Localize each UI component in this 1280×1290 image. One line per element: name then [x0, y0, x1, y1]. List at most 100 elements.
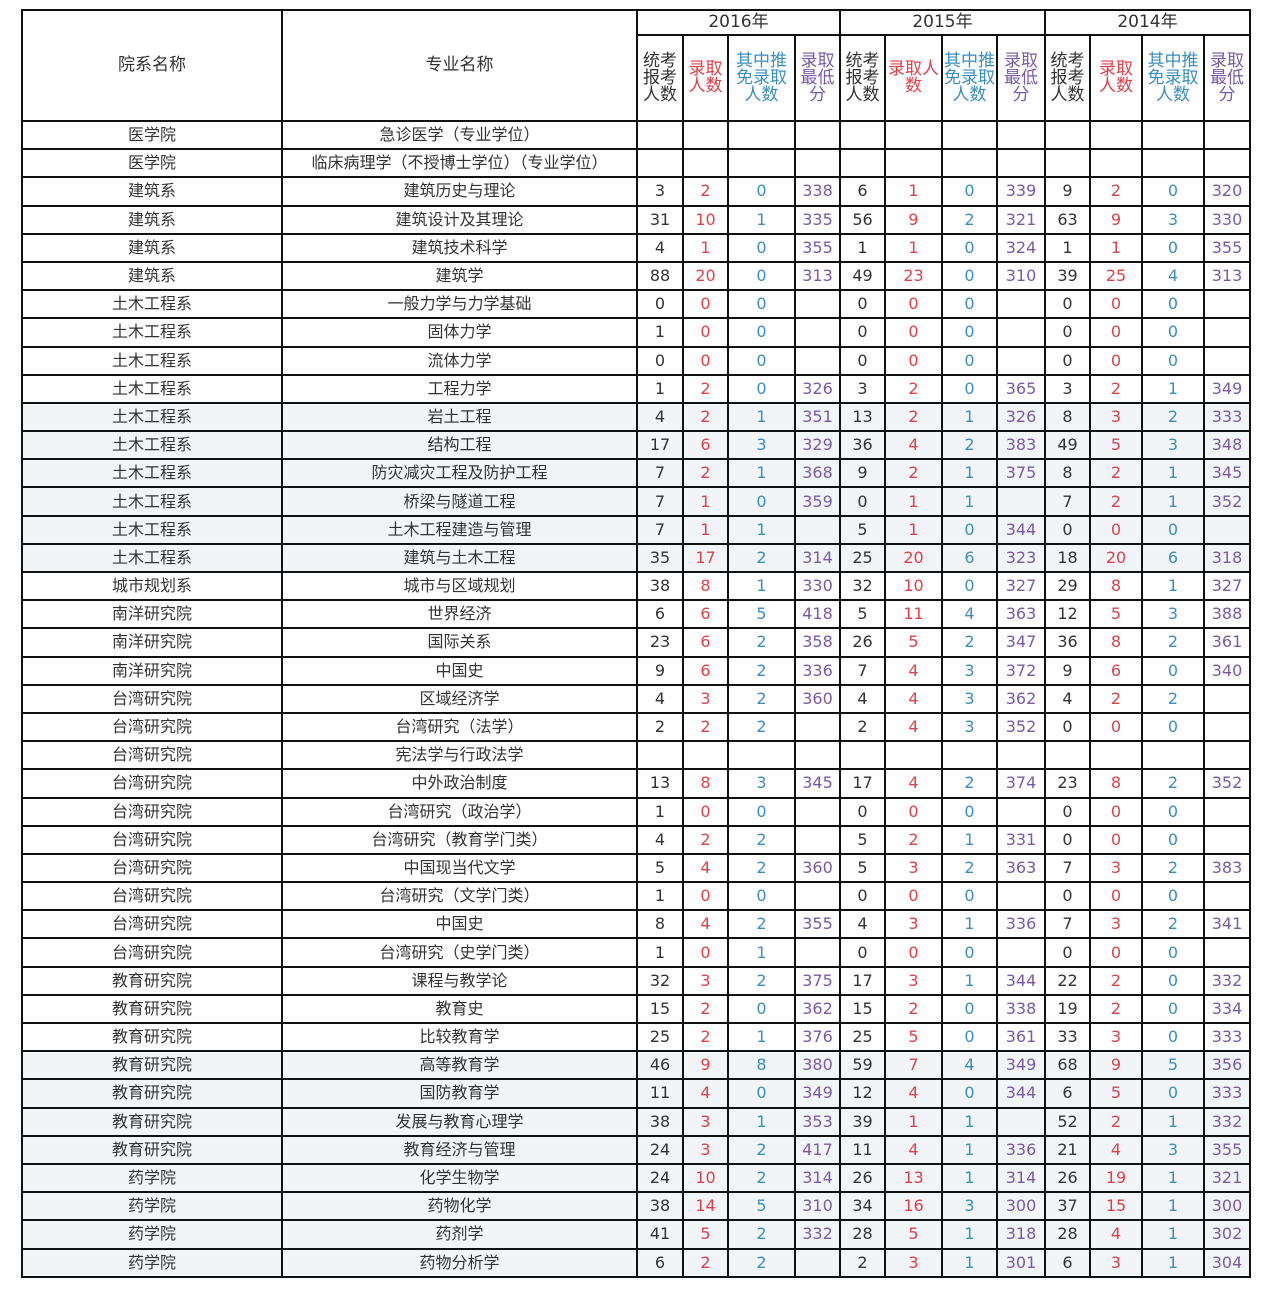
- exempt-admitted-cell: 1: [941, 1219, 998, 1250]
- table-row: 南洋研究院 中国史 9 6 2 336 7 4 3 372 9 6 0 340: [21, 655, 1251, 686]
- exempt-admitted-cell: 1: [1141, 486, 1205, 517]
- exempt-admitted-cell: 3: [1141, 430, 1205, 461]
- table-row: 城市规划系 城市与区域规划 38 8 1 330 32 10 0 327 29 8 1 327: [21, 570, 1251, 602]
- applicants-cell: 3: [636, 176, 684, 207]
- admitted-cell: [884, 119, 943, 151]
- admitted-cell: 13: [884, 1162, 943, 1194]
- admitted-cell: 2: [884, 993, 943, 1025]
- major-cell: 教育经济与管理: [281, 1134, 638, 1165]
- min-score-cell: 326: [996, 401, 1046, 433]
- exempt-admitted-cell: 0: [941, 1078, 998, 1109]
- min-score-cell: 333: [1203, 1078, 1251, 1109]
- min-score-cell: 300: [996, 1191, 1046, 1222]
- min-score-cell: 358: [794, 627, 841, 658]
- applicants-cell: 13: [636, 768, 684, 799]
- major-cell: 药剂学: [281, 1219, 638, 1250]
- min-score-cell: 363: [996, 599, 1046, 630]
- header-exempt-admitted: 其中推免录取人数: [941, 34, 998, 122]
- exempt-admitted-cell: 8: [727, 1050, 796, 1081]
- applicants-cell: 24: [636, 1162, 684, 1194]
- table-row: 药学院 药物分析学 6 2 2 2 3 1 301 6 3 1 304: [21, 1247, 1251, 1278]
- header-exempt-admitted: 其中推免录取人数: [1141, 34, 1205, 122]
- applicants-cell: 15: [839, 993, 886, 1025]
- admitted-cell: 5: [884, 627, 943, 658]
- header-admitted: 录取人数: [1089, 34, 1143, 122]
- table-row: 土木工程系 流体力学 0 0 0 0 0 0 0 0 0: [21, 345, 1251, 376]
- admitted-cell: 4: [884, 430, 943, 461]
- applicants-cell: 6: [636, 599, 684, 630]
- major-cell: 城市与区域规划: [281, 570, 638, 602]
- min-score-cell: 331: [996, 824, 1046, 855]
- admitted-cell: 15: [1089, 1191, 1143, 1222]
- min-score-cell: [996, 148, 1046, 179]
- applicants-cell: 23: [636, 627, 684, 658]
- admitted-cell: 5: [682, 1219, 729, 1250]
- admitted-cell: [682, 119, 729, 151]
- dept-cell: 台湾研究院: [21, 824, 283, 855]
- min-score-cell: 375: [996, 458, 1046, 489]
- exempt-admitted-cell: 0: [1141, 937, 1205, 968]
- major-cell: 药物化学: [281, 1191, 638, 1222]
- exempt-admitted-cell: 1: [1141, 1219, 1205, 1250]
- exempt-admitted-cell: [727, 148, 796, 179]
- min-score-cell: 313: [1203, 260, 1251, 292]
- admitted-cell: 25: [1089, 260, 1143, 292]
- applicants-cell: 26: [1044, 1162, 1091, 1194]
- applicants-cell: 3: [839, 373, 886, 404]
- admitted-cell: 3: [1089, 1247, 1143, 1278]
- admitted-cell: 5: [1089, 1078, 1143, 1109]
- major-cell: 台湾研究（史学门类）: [281, 937, 638, 968]
- table-row: 建筑系 建筑学 88 20 0 313 49 23 0 310 39 25 4 313: [21, 260, 1251, 292]
- table-row: 台湾研究院 中外政治制度 13 8 3 345 17 4 2 374 23 8 2 352: [21, 768, 1251, 799]
- min-score-cell: [794, 824, 841, 855]
- exempt-admitted-cell: 2: [727, 1247, 796, 1278]
- applicants-cell: 0: [1044, 881, 1091, 912]
- exempt-admitted-cell: 0: [727, 881, 796, 912]
- exempt-admitted-cell: 1: [941, 1247, 998, 1278]
- admitted-cell: 17: [682, 542, 729, 574]
- admitted-cell: 0: [884, 289, 943, 320]
- min-score-cell: 321: [1203, 1162, 1251, 1194]
- admitted-cell: 10: [884, 570, 943, 602]
- min-score-cell: 349: [1203, 373, 1251, 404]
- exempt-admitted-cell: 2: [727, 1134, 796, 1165]
- min-score-cell: [1203, 119, 1251, 151]
- min-score-cell: 347: [996, 627, 1046, 658]
- exempt-admitted-cell: 1: [1141, 570, 1205, 602]
- admitted-cell: [884, 740, 943, 771]
- applicants-cell: 6: [1044, 1078, 1091, 1109]
- applicants-cell: 17: [839, 965, 886, 996]
- exempt-admitted-cell: 0: [727, 993, 796, 1025]
- admitted-cell: 5: [884, 1021, 943, 1053]
- table-row: 医学院 临床病理学（不授博士学位）（专业学位）: [21, 148, 1251, 179]
- applicants-cell: 5: [636, 852, 684, 884]
- exempt-admitted-cell: 0: [727, 232, 796, 263]
- min-score-cell: [794, 289, 841, 320]
- admitted-cell: 2: [682, 458, 729, 489]
- min-score-cell: 376: [794, 1021, 841, 1053]
- min-score-cell: 380: [794, 1050, 841, 1081]
- min-score-cell: 335: [794, 204, 841, 235]
- applicants-cell: 26: [839, 627, 886, 658]
- exempt-admitted-cell: 1: [727, 1021, 796, 1053]
- exempt-admitted-cell: 0: [727, 373, 796, 404]
- min-score-cell: 318: [996, 1219, 1046, 1250]
- min-score-cell: [794, 1247, 841, 1278]
- admitted-cell: 1: [1089, 232, 1143, 263]
- applicants-cell: 25: [636, 1021, 684, 1053]
- header-year-2016: 2016年: [636, 9, 841, 36]
- applicants-cell: 0: [636, 289, 684, 320]
- header-min-score: 录取最低分: [794, 34, 841, 122]
- min-score-cell: 314: [996, 1162, 1046, 1194]
- dept-cell: 台湾研究院: [21, 796, 283, 827]
- major-cell: 中外政治制度: [281, 768, 638, 799]
- admitted-cell: 3: [682, 965, 729, 996]
- exempt-admitted-cell: [1141, 740, 1205, 771]
- exempt-admitted-cell: 0: [941, 514, 998, 545]
- major-cell: 防灾减灾工程及防护工程: [281, 458, 638, 489]
- admitted-cell: 6: [682, 430, 729, 461]
- min-score-cell: 327: [996, 570, 1046, 602]
- exempt-admitted-cell: 1: [1141, 1162, 1205, 1194]
- table-row: 药学院 药物化学 38 14 5 310 34 16 3 300 37 15 1 300: [21, 1191, 1251, 1222]
- exempt-admitted-cell: 0: [1141, 176, 1205, 207]
